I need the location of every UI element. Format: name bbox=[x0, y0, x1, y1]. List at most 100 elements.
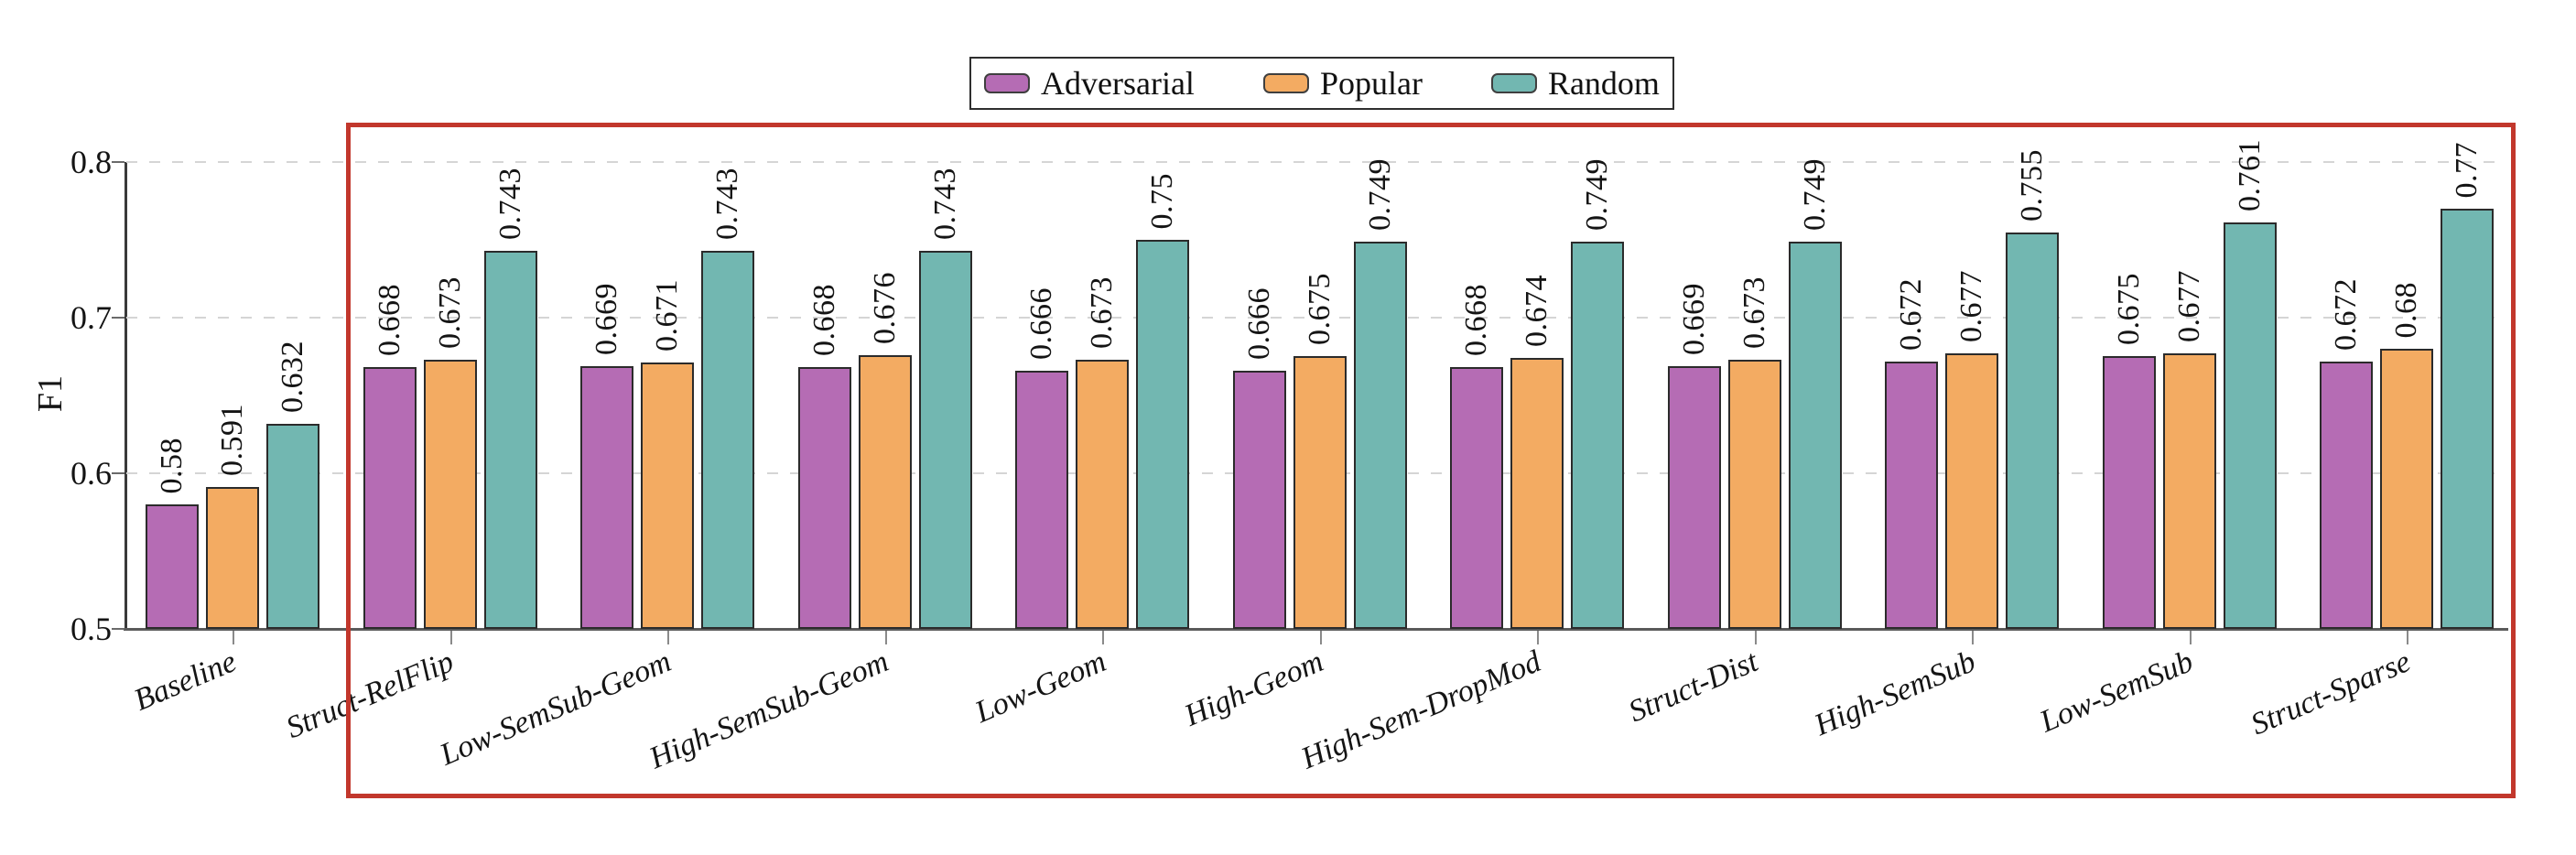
bar-random-low-geom bbox=[1136, 240, 1189, 629]
bar-random-struct-sparse bbox=[2441, 209, 2494, 629]
bar-adversarial-struct-relflip bbox=[363, 367, 417, 629]
bar-value-label-adversarial-struct-relflip: 0.668 bbox=[373, 284, 406, 356]
y-tick-label: 0.5 bbox=[70, 611, 112, 647]
bar-adversarial-high-semsub bbox=[1885, 362, 1938, 629]
x-tick-label-low-semsub: Low-SemSub bbox=[2035, 644, 2198, 740]
bar-popular-high-semsub-geom bbox=[859, 355, 912, 629]
bar-value-label-popular-low-geom: 0.673 bbox=[1085, 276, 1119, 349]
bar-value-label-adversarial-struct-dist: 0.669 bbox=[1677, 283, 1711, 355]
bar-random-baseline bbox=[266, 424, 319, 629]
bar-popular-high-geom bbox=[1293, 356, 1347, 629]
x-tick-mark-struct-dist bbox=[1754, 631, 1757, 644]
x-tick-label-struct-sparse: Struct-Sparse bbox=[2246, 644, 2416, 742]
legend-swatch-popular bbox=[1262, 73, 1309, 93]
x-tick-mark-high-semsub bbox=[1972, 631, 1974, 644]
bar-value-label-adversarial-low-semsub-geom: 0.669 bbox=[590, 283, 623, 355]
bar-value-label-popular-high-semsub: 0.677 bbox=[1954, 270, 1988, 342]
bar-adversarial-struct-sparse bbox=[2320, 362, 2373, 629]
x-tick-mark-baseline bbox=[233, 631, 234, 644]
x-tick-mark-low-semsub bbox=[2189, 631, 2192, 644]
x-tick-label-struct-relflip: Struct-RelFlip bbox=[281, 644, 459, 746]
bar-value-label-adversarial-baseline: 0.58 bbox=[155, 437, 189, 494]
x-tick-label-high-semsub-geom: High-SemSub-Geom bbox=[644, 644, 893, 776]
bar-value-label-adversarial-high-semsub-geom: 0.668 bbox=[807, 284, 841, 356]
bar-random-high-geom bbox=[1354, 242, 1407, 629]
x-tick-label-high-geom: High-Geom bbox=[1179, 644, 1328, 733]
legend-item-adversarial: Adversarial bbox=[984, 65, 1195, 102]
x-axis-line bbox=[124, 628, 2508, 631]
gridline-0.7 bbox=[126, 317, 2506, 319]
x-tick-mark-high-semsub-geom bbox=[884, 631, 887, 644]
bar-random-high-sem-dropmod bbox=[1571, 242, 1624, 629]
bar-value-label-popular-high-geom: 0.675 bbox=[1303, 273, 1337, 345]
bar-value-label-random-struct-dist: 0.749 bbox=[1798, 158, 1832, 231]
bar-value-label-adversarial-high-semsub: 0.672 bbox=[1894, 278, 1928, 351]
bar-random-struct-dist bbox=[1789, 242, 1842, 629]
legend-item-random: Random bbox=[1490, 65, 1660, 102]
legend-swatch-random bbox=[1490, 73, 1537, 93]
bar-value-label-random-high-sem-dropmod: 0.749 bbox=[1580, 158, 1614, 231]
bar-popular-low-semsub bbox=[2163, 353, 2216, 629]
y-tick-label: 0.6 bbox=[70, 455, 112, 492]
bar-popular-struct-dist bbox=[1728, 360, 1781, 629]
gridline-0.8 bbox=[126, 161, 2506, 163]
bar-popular-low-semsub-geom bbox=[641, 363, 694, 629]
bar-value-label-random-high-semsub: 0.755 bbox=[2015, 149, 2049, 222]
y-tick-label: 0.7 bbox=[70, 299, 112, 336]
bar-value-label-random-struct-relflip: 0.743 bbox=[493, 168, 527, 240]
bar-adversarial-high-semsub-geom bbox=[798, 367, 851, 629]
bar-popular-struct-sparse bbox=[2380, 349, 2433, 629]
bar-random-high-semsub-geom bbox=[919, 251, 972, 629]
bar-random-struct-relflip bbox=[484, 251, 537, 629]
bar-popular-struct-relflip bbox=[424, 360, 477, 629]
y-tick-label: 0.8 bbox=[70, 144, 112, 180]
y-tick-mark-0.7 bbox=[112, 317, 124, 319]
x-tick-label-low-semsub-geom: Low-SemSub-Geom bbox=[435, 644, 676, 773]
legend-label-random: Random bbox=[1547, 65, 1660, 102]
bar-adversarial-struct-dist bbox=[1668, 366, 1721, 629]
bar-popular-high-semsub bbox=[1945, 353, 1998, 629]
y-tick-mark-0.8 bbox=[112, 161, 124, 163]
bar-popular-high-sem-dropmod bbox=[1510, 358, 1564, 629]
bar-value-label-adversarial-low-geom: 0.666 bbox=[1024, 287, 1058, 360]
y-axis-title: F1 bbox=[31, 374, 70, 413]
x-tick-mark-high-sem-dropmod bbox=[1537, 631, 1539, 644]
legend-swatch-adversarial bbox=[984, 73, 1030, 93]
bar-value-label-popular-struct-sparse: 0.68 bbox=[2389, 281, 2423, 339]
bar-value-label-random-high-geom: 0.749 bbox=[1363, 158, 1397, 231]
bar-adversarial-low-geom bbox=[1015, 371, 1068, 629]
x-tick-mark-low-geom bbox=[1102, 631, 1104, 644]
legend-label-popular: Popular bbox=[1319, 65, 1423, 102]
bar-adversarial-low-semsub bbox=[2103, 356, 2156, 629]
bar-value-label-popular-high-sem-dropmod: 0.674 bbox=[1520, 275, 1553, 347]
bar-random-high-semsub bbox=[2006, 233, 2059, 629]
x-tick-label-high-sem-dropmod: High-Sem-DropMod bbox=[1296, 644, 1546, 776]
legend-item-popular: Popular bbox=[1262, 65, 1423, 102]
x-tick-mark-struct-sparse bbox=[2407, 631, 2408, 644]
bar-value-label-popular-low-semsub-geom: 0.671 bbox=[650, 279, 684, 352]
bar-value-label-random-low-geom: 0.75 bbox=[1145, 172, 1179, 230]
y-tick-mark-0.5 bbox=[112, 628, 124, 630]
bar-value-label-popular-baseline: 0.591 bbox=[215, 404, 249, 476]
y-axis-line bbox=[124, 162, 127, 631]
x-tick-label-high-semsub: High-SemSub bbox=[1809, 644, 1981, 743]
bar-value-label-adversarial-high-geom: 0.666 bbox=[1242, 287, 1276, 360]
bar-value-label-popular-struct-dist: 0.673 bbox=[1737, 276, 1771, 349]
bar-adversarial-baseline bbox=[146, 504, 199, 629]
y-tick-mark-0.6 bbox=[112, 472, 124, 474]
bar-value-label-random-struct-sparse: 0.77 bbox=[2450, 141, 2484, 199]
bar-popular-baseline bbox=[206, 487, 259, 629]
bar-value-label-random-low-semsub-geom: 0.743 bbox=[710, 168, 744, 240]
bar-value-label-adversarial-struct-sparse: 0.672 bbox=[2329, 278, 2363, 351]
bar-random-low-semsub bbox=[2224, 222, 2277, 629]
x-tick-label-baseline: Baseline bbox=[129, 644, 242, 718]
bar-value-label-popular-low-semsub: 0.677 bbox=[2172, 270, 2206, 342]
x-tick-mark-struct-relflip bbox=[449, 631, 452, 644]
bar-random-low-semsub-geom bbox=[701, 251, 754, 629]
bar-value-label-random-baseline: 0.632 bbox=[276, 341, 309, 413]
bar-popular-low-geom bbox=[1076, 360, 1129, 629]
bar-value-label-random-low-semsub: 0.761 bbox=[2233, 139, 2267, 211]
bar-adversarial-low-semsub-geom bbox=[580, 366, 633, 629]
bar-adversarial-high-sem-dropmod bbox=[1450, 367, 1503, 629]
